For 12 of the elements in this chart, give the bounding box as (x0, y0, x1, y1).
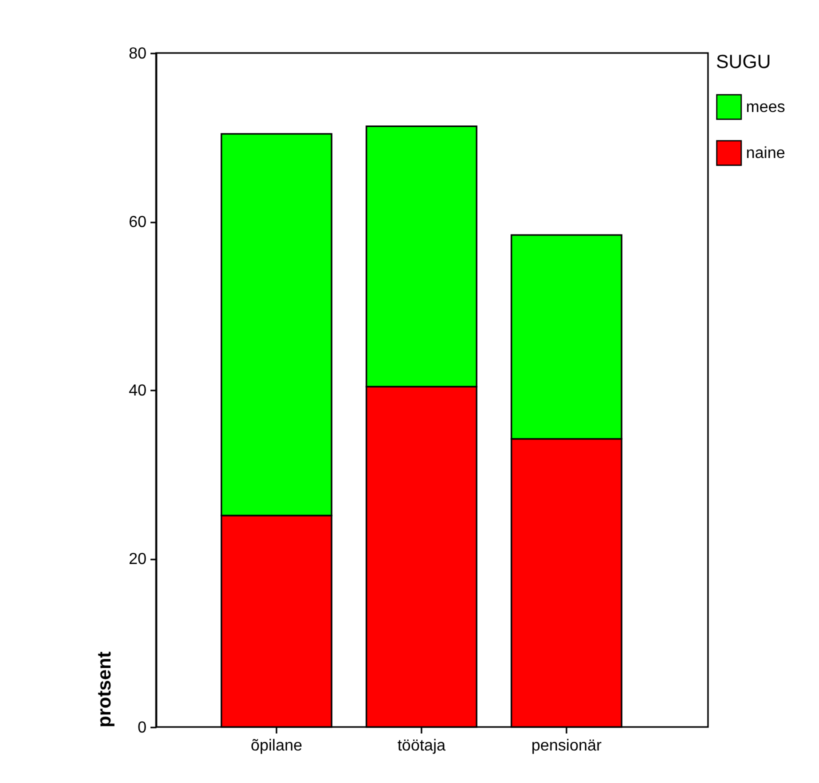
y-tick-label: 80 (128, 46, 147, 62)
y-tick-label: 60 (128, 214, 147, 231)
x-tick-label: õpilane (250, 738, 302, 754)
y-tick-label: 0 (138, 720, 147, 736)
y-axis-title: protsent (94, 650, 116, 728)
y-tick-label: 40 (128, 382, 147, 400)
legend-label: naine (746, 145, 786, 162)
x-tick-label: pensionär (531, 738, 602, 754)
y-tick-label: 20 (128, 551, 147, 568)
legend-label: mees (746, 99, 786, 116)
legend-title: SUGU (716, 52, 771, 73)
x-tick-label: töötaja (397, 738, 446, 754)
